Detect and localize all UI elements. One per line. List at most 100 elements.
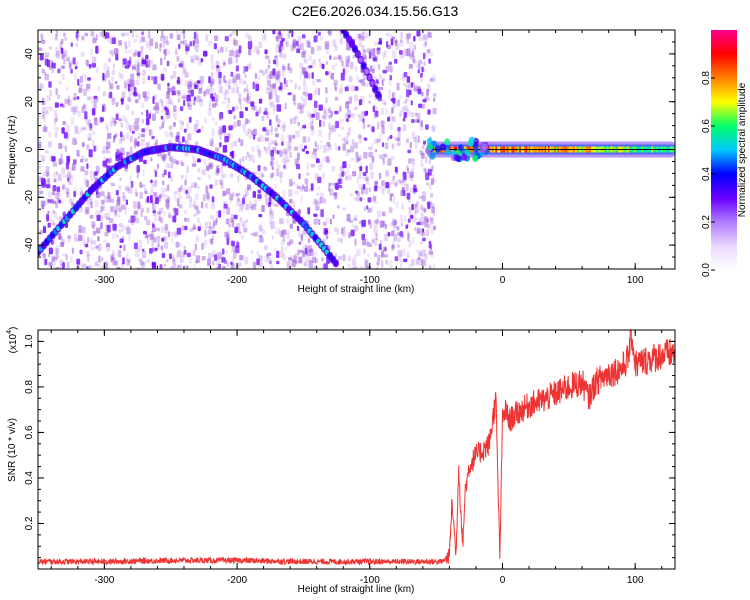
noise-cell xyxy=(361,219,366,227)
noise-cell xyxy=(294,190,299,195)
noise-cell xyxy=(109,84,113,89)
noise-cell xyxy=(384,254,388,258)
noise-cell xyxy=(355,151,359,159)
noise-cell xyxy=(303,230,307,237)
noise-cell xyxy=(230,142,233,150)
noise-cell xyxy=(150,188,154,196)
carrier-blob xyxy=(457,144,464,152)
noise-cell xyxy=(76,258,80,265)
noise-cell xyxy=(89,197,93,205)
noise-cell xyxy=(212,230,217,234)
noise-cell xyxy=(216,65,219,69)
noise-cell xyxy=(66,86,69,92)
noise-cell xyxy=(99,31,103,37)
noise-cell xyxy=(303,244,307,253)
noise-cell xyxy=(133,87,137,94)
noise-cell xyxy=(362,31,367,39)
noise-cell xyxy=(108,50,113,54)
noise-cell xyxy=(182,136,185,143)
noise-cell xyxy=(48,245,51,252)
noise-cell xyxy=(187,81,192,87)
noise-cell xyxy=(429,52,434,57)
noise-cell xyxy=(381,125,385,134)
noise-cell xyxy=(408,42,413,48)
noise-cell xyxy=(358,39,363,47)
noise-cell xyxy=(282,254,287,261)
noise-cell xyxy=(142,168,145,177)
noise-cell xyxy=(292,39,297,47)
noise-cell xyxy=(93,95,98,99)
noise-cell xyxy=(191,163,197,167)
noise-cell xyxy=(244,32,248,38)
noise-cell xyxy=(174,190,178,194)
noise-cell xyxy=(54,109,57,117)
noise-cell xyxy=(43,72,47,76)
noise-cell xyxy=(271,200,275,207)
noise-cell xyxy=(406,89,410,98)
snr-x-ticks: -300 -200 -100 0 100 xyxy=(50,330,663,586)
noise-cell xyxy=(146,238,150,244)
noise-cell xyxy=(278,34,281,41)
noise-cell xyxy=(166,60,170,67)
noise-cell xyxy=(307,207,311,215)
noise-cell xyxy=(152,202,157,209)
noise-cell xyxy=(348,164,351,169)
noise-cell xyxy=(315,199,319,206)
noise-cell xyxy=(133,210,138,215)
noise-cell xyxy=(376,82,380,86)
noise-cell xyxy=(423,34,428,41)
noise-cell xyxy=(126,61,128,68)
noise-cell xyxy=(354,225,359,232)
noise-cell xyxy=(275,95,280,103)
noise-cell xyxy=(238,93,242,102)
noise-cell xyxy=(391,244,395,251)
noise-cell xyxy=(314,173,320,181)
noise-cell xyxy=(82,263,87,268)
noise-cell xyxy=(274,142,278,147)
noise-cell xyxy=(97,243,102,252)
noise-cell xyxy=(211,128,215,137)
noise-cell xyxy=(361,31,364,36)
noise-cell xyxy=(325,87,328,94)
noise-cell xyxy=(401,203,404,211)
noise-cell xyxy=(47,210,50,214)
noise-cell xyxy=(350,231,354,237)
noise-cell xyxy=(354,254,357,260)
noise-cell xyxy=(187,133,192,141)
noise-cell xyxy=(111,97,115,102)
noise-cell xyxy=(87,77,91,81)
noise-cell xyxy=(222,201,227,205)
noise-cell xyxy=(150,58,154,64)
noise-cell xyxy=(242,97,246,101)
noise-cell xyxy=(239,139,244,147)
noise-cell xyxy=(110,254,114,262)
noise-cell xyxy=(313,218,318,225)
noise-cell xyxy=(155,106,160,114)
noise-cell xyxy=(237,262,242,267)
noise-cell xyxy=(258,107,262,114)
noise-cell xyxy=(116,214,121,218)
noise-cell xyxy=(372,195,376,203)
noise-cell xyxy=(282,229,287,236)
carrier-blob xyxy=(434,145,441,153)
noise-cell xyxy=(354,190,359,194)
noise-cell xyxy=(378,185,382,190)
noise-cell xyxy=(41,69,46,74)
noise-cell xyxy=(235,55,238,64)
noise-cell xyxy=(364,137,368,141)
noise-cell xyxy=(327,30,331,34)
noise-cell xyxy=(368,100,371,104)
noise-cell xyxy=(346,101,350,105)
noise-cell xyxy=(262,33,267,41)
noise-cell xyxy=(45,184,51,189)
noise-cell xyxy=(68,180,71,185)
noise-cell xyxy=(268,260,272,265)
noise-cell xyxy=(200,125,205,130)
noise-cell xyxy=(233,250,237,259)
noise-cell xyxy=(288,134,292,142)
noise-cell xyxy=(193,43,196,50)
noise-cell xyxy=(220,179,223,185)
noise-cell xyxy=(297,185,301,190)
noise-cell xyxy=(337,133,341,137)
noise-cell xyxy=(168,125,173,130)
